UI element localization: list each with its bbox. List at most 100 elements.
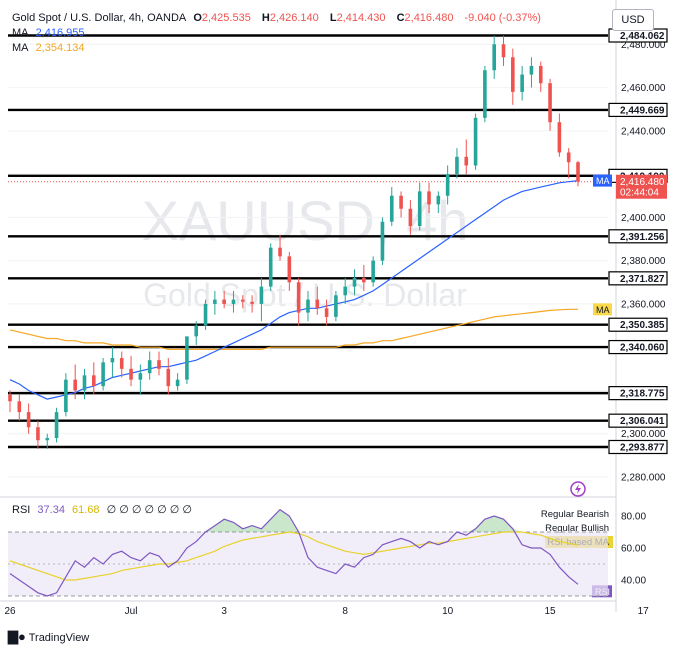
candles [8, 35, 580, 449]
rsi-overbought-fill [270, 509, 281, 532]
level-price-label: 2,484.062 [620, 31, 665, 42]
legend-high: H2,426.140 [262, 12, 323, 24]
legend-ma-slow[interactable]: MA 2,354.134 [12, 42, 89, 54]
level-price-label: 2,449.669 [620, 105, 665, 116]
legend-rsi-value: 37.34 [37, 504, 65, 516]
candle-body [129, 368, 133, 380]
legend-close: C2,416.480 [397, 12, 458, 24]
level-price-label: 2,350.385 [620, 320, 665, 331]
candle-body [278, 247, 282, 257]
legend-ma-fast-label: MA [12, 27, 29, 39]
candle-body [194, 325, 199, 337]
candle-body [250, 301, 254, 304]
candle-body [157, 360, 161, 369]
candle-body [492, 44, 496, 71]
candle-body [380, 221, 385, 261]
level-price-tag [608, 229, 668, 244]
legend-low-key: L [329, 12, 337, 24]
ma-tag [593, 303, 612, 316]
time-axis[interactable]: 26Jul3810151722 [0, 600, 676, 617]
legend-open: O2,425.535 [193, 12, 255, 24]
rsi-overbought-fill [224, 519, 234, 532]
currency-button[interactable]: USD [612, 9, 654, 31]
legend-rsi-ma-value: 61.68 [72, 504, 100, 516]
candle-body [259, 286, 264, 304]
candle-body [399, 195, 403, 209]
candle-body [296, 282, 301, 313]
level-price-tag [608, 413, 668, 428]
candle-body [538, 65, 543, 84]
rsi-overbought-fill [512, 528, 523, 532]
candle-body [324, 308, 329, 317]
time-tick-label: 8 [342, 606, 348, 617]
rsi-overbought-fill [280, 509, 290, 532]
ma-slow-line [9, 308, 578, 350]
time-tick-label: 10 [442, 606, 454, 617]
watermark-ticker: XAUUSD, 4h [142, 189, 469, 252]
candle-body [92, 375, 96, 387]
legend-ma-fast[interactable]: MA 2,416.955 [12, 27, 89, 39]
legend-low-value: 2,414.430 [336, 12, 386, 24]
rsi-pane [8, 508, 608, 597]
candle-body [306, 299, 310, 313]
last-price-label: 2,416.480 [620, 177, 665, 188]
lightning-bolt-icon [575, 484, 581, 494]
level-price-label: 2,318.775 [620, 389, 665, 400]
candle-body [36, 427, 40, 441]
level-price-label: 2,340.060 [620, 343, 665, 354]
symbol-watermark: XAUUSD, 4h Gold Spot / U.S. Dollar [142, 189, 469, 313]
legend-rsi[interactable]: RSI 37.34 61.68 ∅ ∅ ∅ ∅ ∅ ∅ ∅ [12, 503, 196, 516]
candle-body [334, 295, 338, 317]
level-price-label: 2,306.041 [620, 416, 665, 427]
horizontal-levels [8, 34, 608, 449]
candle-body [371, 260, 375, 283]
legend-high-key: H [261, 12, 270, 24]
candle-body [8, 394, 12, 402]
price-tick-label: 2,280.000 [621, 473, 666, 484]
candle-body [222, 299, 226, 304]
candle-body [436, 195, 441, 205]
candle-body [26, 412, 31, 428]
candle-body [175, 379, 180, 387]
rsi-ma-line [9, 531, 579, 581]
legend-symbol[interactable]: Gold Spot / U.S. Dollar, 4h, OANDA [12, 12, 187, 24]
rsi-overbought-fill [233, 522, 243, 532]
candle-body [101, 362, 105, 387]
candle-body [511, 57, 515, 92]
candle-body [464, 156, 469, 166]
candle-body [408, 208, 413, 227]
price-tick-label: 2,460.000 [621, 83, 666, 94]
price-tick-label: 2,440.000 [621, 126, 666, 137]
rsi-overbought-fill [484, 516, 495, 532]
candle-body [343, 286, 348, 296]
time-tick-label: 26 [4, 606, 16, 617]
tradingview-logo-text: TradingView [28, 632, 90, 644]
legend-change: -9.040 (-0.37%) [464, 12, 541, 24]
rsi-tick-label: 80.00 [621, 512, 646, 523]
candle-body [362, 277, 366, 283]
time-tick-label: 15 [545, 606, 557, 617]
lightning-icon[interactable] [570, 481, 586, 497]
candle-body [352, 277, 357, 287]
candle-body [566, 152, 571, 163]
candle-body [119, 358, 124, 369]
candle-body [427, 191, 431, 205]
candle-body [64, 379, 68, 413]
price-tags: 2,484.0622,449.6692,419.1902,391.2562,37… [541, 28, 668, 598]
rsi-overbought-fill [252, 525, 262, 532]
level-price-tag [608, 317, 668, 332]
legend-rsi-placeholders: ∅ ∅ ∅ ∅ ∅ ∅ ∅ [106, 504, 193, 516]
level-price-label: 2,391.256 [620, 232, 665, 243]
candle-body [166, 368, 171, 387]
candle-body [268, 247, 273, 287]
price-tick-label: 2,380.000 [621, 256, 666, 267]
candle-body [138, 373, 143, 380]
tradingview-logo[interactable]: ▇● TradingView [8, 629, 89, 645]
rsi-legend-label: Regular Bearish [541, 509, 609, 520]
candle-body [473, 117, 478, 166]
candle-body [54, 412, 59, 439]
legend-ma-slow-value: 2,354.134 [35, 42, 85, 54]
candle-body [315, 299, 320, 309]
candle-body [548, 83, 552, 123]
candle-body [82, 375, 87, 391]
